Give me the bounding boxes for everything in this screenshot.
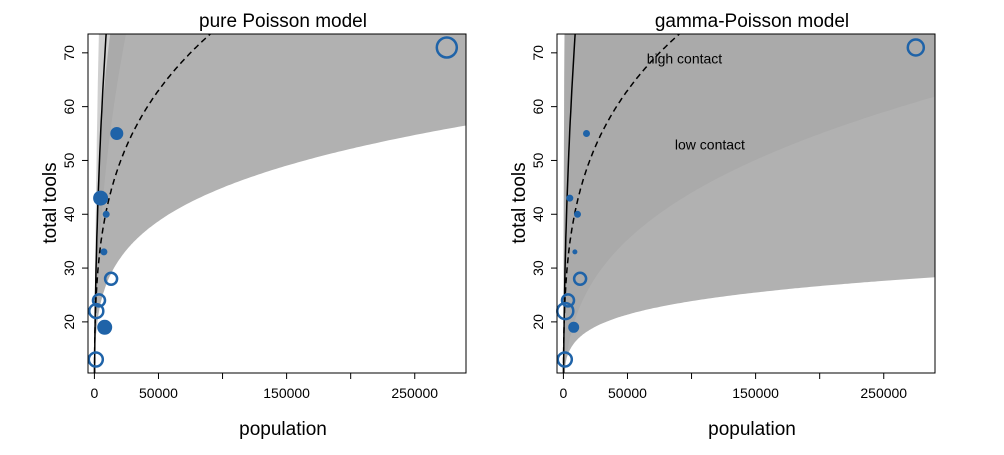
data-point-low-contact (103, 271, 119, 287)
x-tick-label: 0 (560, 385, 568, 401)
y-tick-label: 30 (61, 260, 77, 276)
y-tick-label: 20 (530, 314, 546, 330)
data-point-low-contact (572, 271, 588, 287)
data-point-high-contact (110, 127, 124, 140)
x-tick-label: 250000 (860, 385, 907, 401)
curve-high-contact (562, 34, 576, 373)
data-point-low-contact (87, 351, 105, 368)
y-tick-label: 40 (530, 206, 546, 222)
points-layer (556, 38, 926, 368)
data-point-low-contact (556, 351, 574, 368)
y-axis-label: total tools (509, 162, 530, 243)
curves-layer (93, 34, 212, 373)
bands-layer (94, 34, 466, 373)
data-point-high-contact (97, 319, 113, 335)
data-point-high-contact (572, 249, 578, 255)
data-point-low-contact (906, 38, 926, 57)
y-axis-label: total tools (40, 162, 61, 243)
x-axis: 0 50000 150000 250000 (560, 372, 907, 401)
x-tick-label: 150000 (732, 385, 779, 401)
annotation-label: low contact (675, 137, 745, 153)
x-axis-label: population (239, 419, 327, 440)
x-axis: 0 50000 150000 250000 (91, 372, 438, 401)
points-layer (87, 36, 459, 368)
data-point-low-contact (560, 293, 576, 308)
data-point-high-contact (566, 194, 574, 202)
y-tick-label: 70 (61, 45, 77, 61)
curve-low-contact (562, 34, 681, 373)
chart-title: gamma-Poisson model (655, 11, 849, 32)
x-tick-label: 50000 (608, 385, 647, 401)
y-tick-label: 50 (530, 152, 546, 168)
curve-high-contact (93, 34, 107, 373)
x-tick-label: 250000 (391, 385, 438, 401)
panel-pure-poisson: pure Poisson model 0 50000 150000 250000 20… (40, 11, 467, 440)
data-point-high-contact (100, 248, 108, 256)
y-tick-label: 70 (530, 45, 546, 61)
y-tick-label: 50 (61, 152, 77, 168)
x-tick-label: 0 (91, 385, 99, 401)
data-point-high-contact (568, 321, 580, 333)
data-point-low-contact (91, 293, 107, 308)
band-low-contact (563, 34, 935, 373)
annotations-layer: high contact low contact (647, 51, 745, 153)
y-axis: 20 30 40 50 60 70 (61, 45, 89, 330)
data-point-low-contact (435, 36, 459, 59)
y-tick-label: 60 (61, 99, 77, 115)
y-tick-label: 60 (530, 99, 546, 115)
panel-gamma-poisson: gamma-Poisson model high contact low cont… (509, 11, 936, 440)
data-point-high-contact (93, 190, 109, 206)
y-tick-label: 20 (61, 314, 77, 330)
y-tick-label: 40 (61, 206, 77, 222)
y-tick-label: 30 (530, 260, 546, 276)
band-low-contact (94, 34, 466, 373)
bands-layer (563, 34, 935, 373)
data-point-high-contact (102, 210, 110, 218)
annotation-label: high contact (647, 51, 723, 67)
data-point-high-contact (583, 130, 590, 137)
curves-layer (562, 34, 681, 373)
data-point-low-contact (88, 302, 105, 320)
chart-title: pure Poisson model (199, 11, 367, 32)
x-axis-label: population (708, 419, 796, 440)
x-tick-label: 150000 (263, 385, 310, 401)
curve-low-contact (93, 34, 212, 373)
y-axis: 20 30 40 50 60 70 (530, 45, 558, 330)
x-tick-label: 50000 (139, 385, 178, 401)
data-point-high-contact (574, 210, 581, 218)
